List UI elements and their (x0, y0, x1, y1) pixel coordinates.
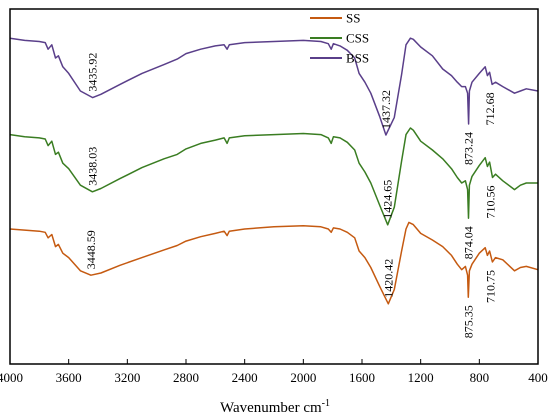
peak-label-bss: 1437.32 (379, 90, 393, 129)
legend-label-ss: SS (346, 11, 360, 26)
peak-label-bss: 873.24 (462, 132, 476, 165)
peak-label-css: 874.04 (462, 226, 476, 259)
x-tick-label: 800 (470, 370, 490, 385)
peak-label-css: 1424.65 (381, 180, 395, 219)
peak-label-css: 710.56 (484, 186, 498, 219)
series-layer (9, 37, 539, 305)
peak-label-ss: 875.35 (461, 305, 475, 338)
series-line-bss (9, 37, 539, 136)
x-axis-ticks: 4000 3600 3200 2800 2400 2000 1600 1200 800 400 (0, 359, 548, 385)
x-axis-title: Wavenumber cm-1 (220, 398, 330, 416)
x-tick-label: 1600 (349, 370, 375, 385)
x-tick-label: 3200 (114, 370, 140, 385)
legend-label-bss: BSS (346, 51, 369, 66)
series-line-css (9, 127, 538, 226)
peak-label-ss: 710.75 (483, 270, 497, 303)
x-tick-label: 400 (528, 370, 548, 385)
peak-annotations: 3448.59 1420.42 875.35 710.75 3438.03 1424.65… (84, 53, 498, 339)
series-line-ss (9, 221, 539, 305)
peak-label-bss: 3435.92 (86, 53, 100, 92)
plot-frame (9, 8, 539, 365)
peak-label-bss: 712.68 (483, 92, 497, 125)
legend-label-css: CSS (346, 31, 369, 46)
x-tick-label: 2400 (232, 370, 258, 385)
legend: SS CSS BSS (310, 11, 369, 66)
x-axis-title-superscript: -1 (322, 398, 330, 409)
x-tick-label: 3600 (56, 370, 82, 385)
x-tick-label: 4000 (0, 370, 23, 385)
x-tick-label: 1200 (408, 370, 434, 385)
x-tick-label: 2000 (290, 370, 316, 385)
peak-label-ss: 3448.59 (84, 230, 98, 269)
peak-label-ss: 1420.42 (381, 259, 395, 298)
x-tick-label: 2800 (173, 370, 199, 385)
peak-label-css: 3438.03 (85, 147, 99, 186)
